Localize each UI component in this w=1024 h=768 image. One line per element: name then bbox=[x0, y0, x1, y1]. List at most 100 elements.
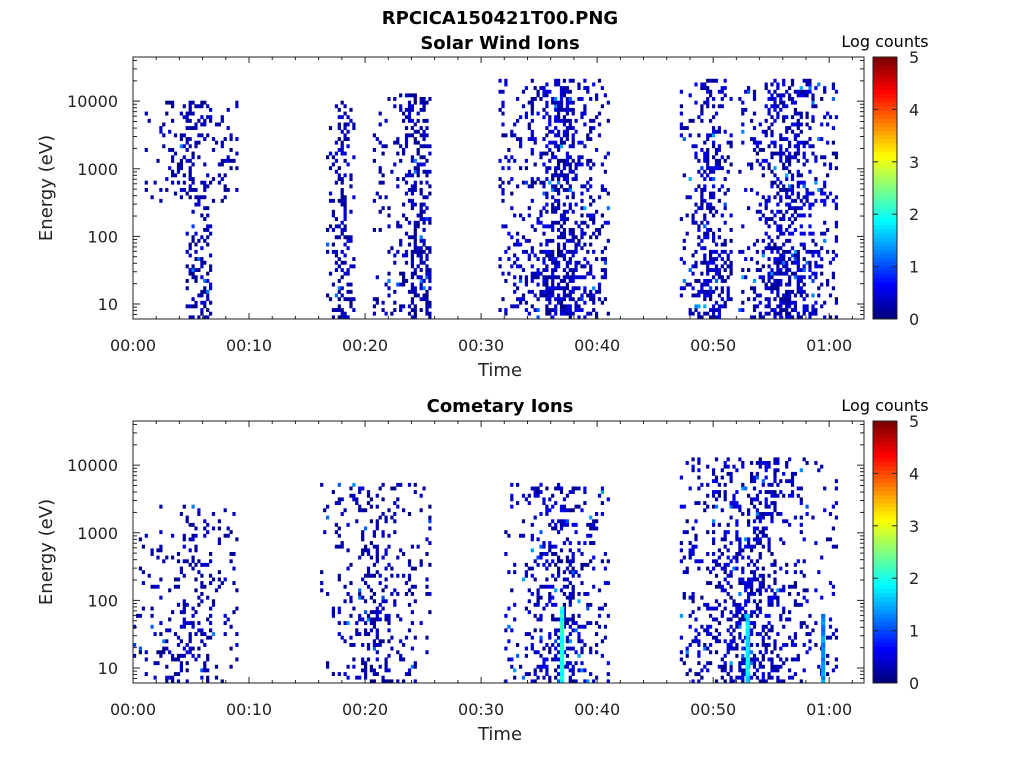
spectrogram-cell bbox=[796, 169, 800, 174]
spectrogram-cell bbox=[346, 675, 350, 680]
spectrogram-cell bbox=[697, 661, 701, 666]
spectrogram-cell bbox=[799, 275, 803, 280]
spectrogram-cell bbox=[220, 158, 224, 163]
spectrogram-cell bbox=[539, 155, 543, 160]
spectrogram-cell bbox=[557, 617, 561, 622]
spectrogram-cell bbox=[592, 213, 596, 218]
spectrogram-cell bbox=[179, 512, 183, 516]
spectrogram-cell bbox=[694, 279, 698, 283]
spectrogram-cell bbox=[530, 249, 534, 254]
spectrogram-cell bbox=[565, 195, 569, 200]
spectrogram-cell bbox=[834, 195, 838, 200]
spectrogram-cell bbox=[223, 577, 227, 582]
spectrogram-cell bbox=[714, 457, 719, 462]
spectrogram-cell bbox=[413, 635, 417, 640]
spectrogram-cell bbox=[545, 577, 549, 582]
spectrogram-cell bbox=[548, 675, 552, 680]
spectrogram-cell bbox=[750, 650, 754, 655]
spectrogram-cell bbox=[559, 104, 564, 109]
colorbar-swatch bbox=[873, 621, 897, 627]
spectrogram-cell bbox=[188, 195, 192, 200]
spectrogram-cell bbox=[536, 592, 540, 596]
spectrogram-cell bbox=[165, 646, 169, 651]
spectrogram-cell bbox=[799, 501, 803, 505]
spectrogram-cell bbox=[755, 475, 759, 480]
spectrogram-cell bbox=[747, 581, 751, 585]
spectrogram-cell bbox=[533, 628, 537, 633]
spectrogram-cell bbox=[211, 577, 216, 582]
spectrogram-cell bbox=[747, 493, 751, 498]
spectrogram-cell bbox=[755, 533, 759, 538]
spectrogram-cell bbox=[185, 286, 189, 291]
colorbar-swatch bbox=[873, 547, 897, 553]
spectrogram-cell bbox=[738, 617, 742, 622]
spectrogram-cell bbox=[372, 562, 376, 567]
spectrogram-cell bbox=[554, 166, 558, 171]
spectrogram-cell bbox=[834, 628, 838, 633]
spectrogram-cell bbox=[548, 249, 552, 254]
spectrogram-cell bbox=[589, 126, 593, 130]
spectrogram-cell bbox=[375, 137, 379, 141]
spectrogram-cell bbox=[390, 646, 394, 651]
spectrogram-cell bbox=[802, 595, 806, 600]
spectrogram-cell bbox=[384, 584, 388, 589]
spectrogram-cell bbox=[197, 202, 201, 207]
spectrogram-cell bbox=[834, 544, 838, 549]
spectrogram-cell bbox=[364, 628, 368, 633]
spectrogram-cell bbox=[796, 260, 800, 265]
spectrogram-cell bbox=[828, 166, 833, 171]
spectrogram-spike-cell bbox=[821, 632, 826, 636]
spectrogram-cell bbox=[808, 169, 812, 174]
spectrogram-cell bbox=[717, 304, 721, 309]
spectrogram-cell bbox=[741, 675, 745, 680]
spectrogram-cell bbox=[826, 672, 830, 676]
spectrogram-cell bbox=[706, 235, 710, 240]
spectrogram-cell bbox=[788, 155, 792, 160]
spectrogram-cell bbox=[577, 286, 581, 291]
spectrogram-cell bbox=[410, 621, 414, 625]
spectrogram-cell bbox=[565, 188, 569, 192]
colorbar-swatch bbox=[873, 126, 897, 132]
spectrogram-cell bbox=[720, 155, 724, 160]
spectrogram-cell bbox=[396, 573, 400, 578]
spectrogram-cell bbox=[188, 107, 192, 112]
spectrogram-cell bbox=[364, 664, 368, 669]
spectrogram-cell bbox=[782, 231, 786, 236]
spectrogram-cell bbox=[536, 257, 540, 261]
spectrogram-cell bbox=[697, 486, 701, 491]
colorbar-swatch bbox=[873, 678, 897, 684]
spectrogram-cell bbox=[761, 657, 765, 662]
spectrogram-cell bbox=[168, 166, 172, 171]
spectrogram-cell bbox=[723, 86, 727, 90]
spectrogram-cell bbox=[229, 530, 233, 535]
spectrogram-cell bbox=[788, 126, 792, 130]
spectrogram-cell bbox=[410, 275, 414, 280]
spectrogram-cell bbox=[328, 151, 333, 156]
spectrogram-cell bbox=[776, 191, 780, 196]
spectrogram-cell bbox=[592, 293, 596, 298]
spectrogram-cell bbox=[571, 286, 575, 291]
spectrogram-cell bbox=[410, 289, 414, 294]
spectrogram-cell bbox=[697, 559, 701, 564]
spectrogram-cell bbox=[723, 279, 727, 283]
spectrogram-cell bbox=[530, 148, 534, 152]
spectrogram-cell bbox=[703, 235, 707, 240]
spectrogram-cell bbox=[785, 519, 789, 524]
spectrogram-cell bbox=[828, 624, 833, 629]
spectrogram-cell bbox=[767, 264, 771, 269]
spectrogram-cell bbox=[565, 493, 569, 498]
colorbar-swatch bbox=[873, 650, 897, 655]
spectrogram-cell bbox=[761, 624, 765, 629]
spectrogram-cell bbox=[831, 668, 835, 673]
spectrogram-cell bbox=[530, 177, 534, 181]
spectrogram-cell bbox=[571, 249, 575, 254]
spectrogram-cell bbox=[750, 461, 754, 465]
spectrogram-cell bbox=[735, 519, 739, 524]
spectrogram-cell bbox=[425, 289, 429, 294]
spectrogram-cell bbox=[179, 570, 183, 575]
spectrogram-cell bbox=[574, 264, 578, 269]
spectrogram-cell bbox=[574, 661, 578, 666]
spectrogram-cell bbox=[378, 111, 382, 116]
spectrogram-cell bbox=[349, 289, 353, 294]
spectrogram-cell bbox=[513, 158, 517, 163]
